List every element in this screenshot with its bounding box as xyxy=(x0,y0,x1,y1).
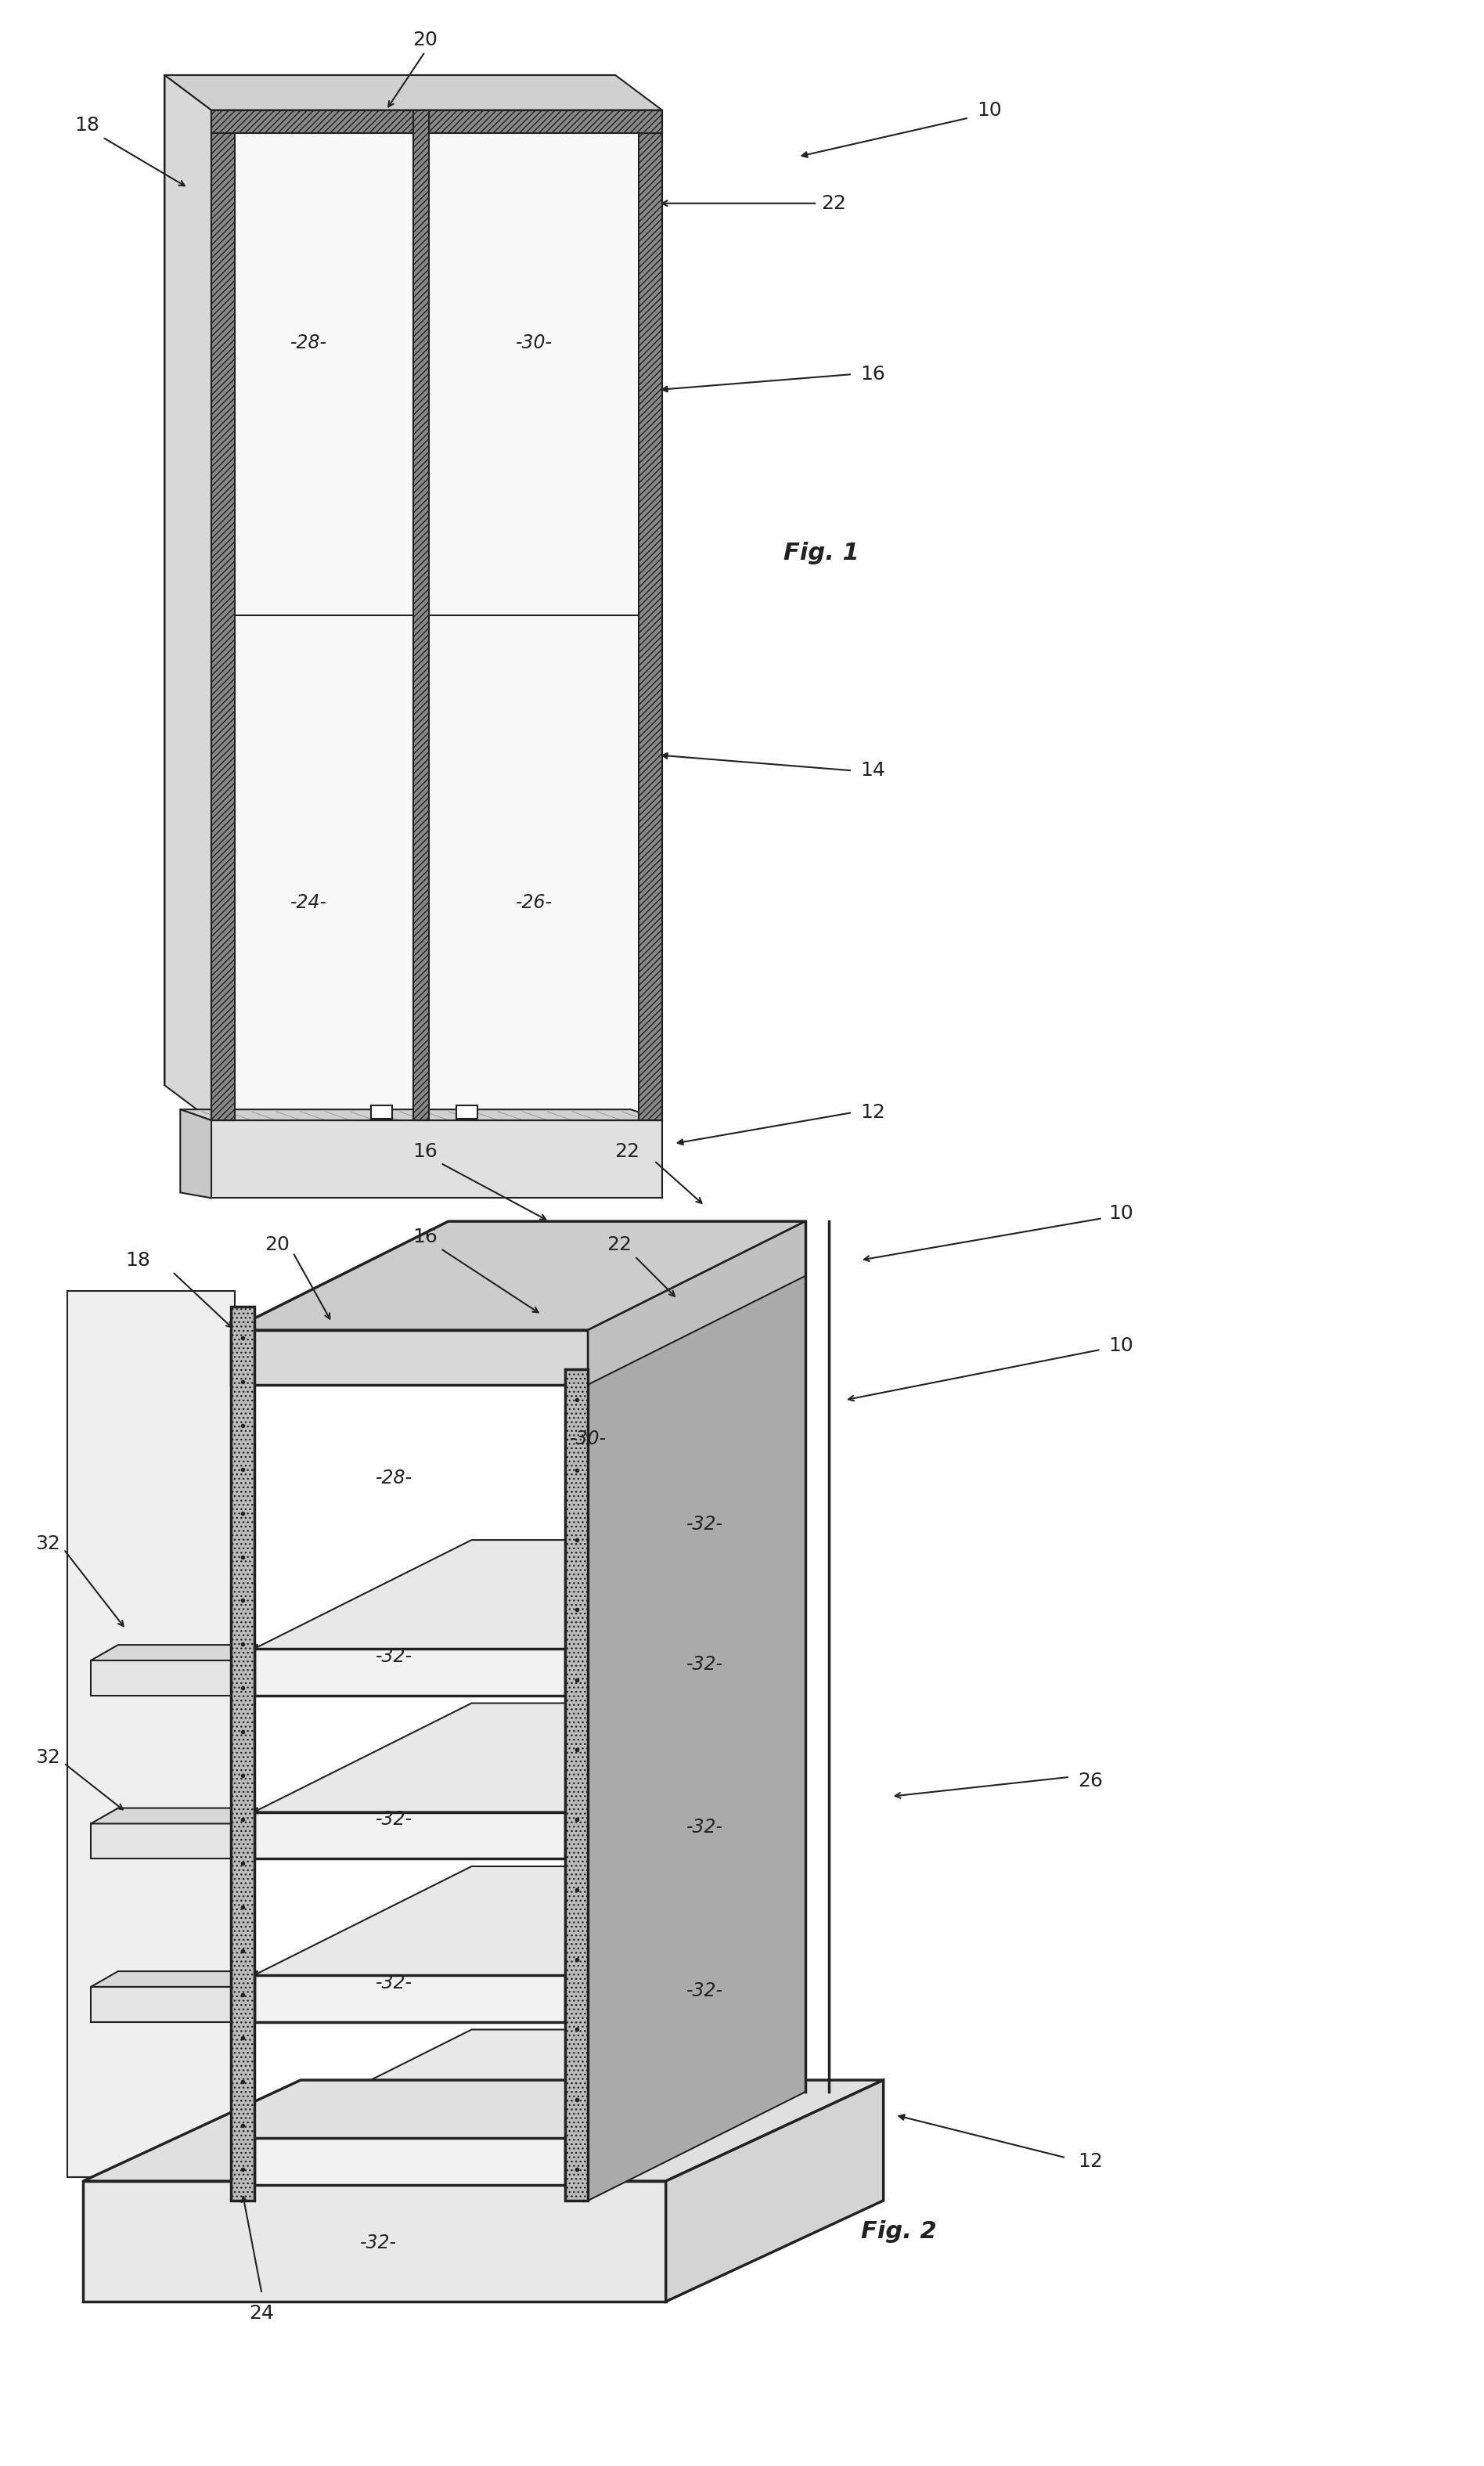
Text: 16: 16 xyxy=(413,1142,438,1161)
Polygon shape xyxy=(165,74,211,1120)
Text: 24: 24 xyxy=(249,2303,275,2323)
Polygon shape xyxy=(456,1105,478,1120)
Polygon shape xyxy=(91,1970,258,1988)
Polygon shape xyxy=(254,1704,782,1813)
Text: -32-: -32- xyxy=(686,1655,723,1674)
Polygon shape xyxy=(230,1307,254,2200)
Polygon shape xyxy=(165,74,662,111)
Polygon shape xyxy=(371,1105,392,1120)
Text: -32-: -32- xyxy=(375,1973,413,1993)
Text: 18: 18 xyxy=(74,116,99,136)
Text: 20: 20 xyxy=(413,30,438,49)
Text: 20: 20 xyxy=(266,1235,289,1255)
Polygon shape xyxy=(254,1539,782,1650)
Polygon shape xyxy=(588,1539,806,1697)
Polygon shape xyxy=(91,1825,230,1859)
Polygon shape xyxy=(254,1813,565,1859)
Text: Fig. 2: Fig. 2 xyxy=(861,2219,936,2244)
Text: 12: 12 xyxy=(861,1102,884,1122)
Polygon shape xyxy=(91,1988,230,2022)
Polygon shape xyxy=(588,1221,806,1383)
Polygon shape xyxy=(588,1704,806,1859)
Text: Fig. 1: Fig. 1 xyxy=(784,543,859,565)
Text: -30-: -30- xyxy=(570,1430,607,1448)
Polygon shape xyxy=(211,111,662,133)
Polygon shape xyxy=(254,2138,565,2185)
Polygon shape xyxy=(588,1704,806,1859)
Text: -26-: -26- xyxy=(515,893,552,912)
Polygon shape xyxy=(180,1110,662,1120)
Polygon shape xyxy=(588,1867,806,2022)
Text: 16: 16 xyxy=(861,365,884,385)
Polygon shape xyxy=(91,1660,230,1697)
Text: -30-: -30- xyxy=(515,333,552,353)
Text: -32-: -32- xyxy=(375,1810,413,1830)
Polygon shape xyxy=(254,2030,782,2138)
Text: 22: 22 xyxy=(614,1142,640,1161)
Text: -28-: -28- xyxy=(289,333,326,353)
Text: 32: 32 xyxy=(36,1748,61,1768)
Polygon shape xyxy=(565,1369,588,2200)
Polygon shape xyxy=(211,1120,662,1198)
Text: -32-: -32- xyxy=(686,1817,723,1837)
Polygon shape xyxy=(254,1650,565,1697)
Polygon shape xyxy=(414,111,429,1120)
Polygon shape xyxy=(588,2030,806,2185)
Polygon shape xyxy=(666,2079,883,2301)
Text: 18: 18 xyxy=(125,1250,150,1270)
Polygon shape xyxy=(91,1808,258,1825)
Polygon shape xyxy=(254,1975,565,2022)
Polygon shape xyxy=(83,2180,666,2301)
Polygon shape xyxy=(68,1292,234,2177)
Text: -32-: -32- xyxy=(686,1980,723,2000)
Text: -32-: -32- xyxy=(361,2234,396,2251)
Text: 32: 32 xyxy=(36,1534,61,1554)
Polygon shape xyxy=(230,1221,806,1329)
Polygon shape xyxy=(588,1260,806,2200)
Text: 10: 10 xyxy=(976,101,1002,118)
Polygon shape xyxy=(588,2030,806,2185)
Polygon shape xyxy=(211,111,662,1120)
Text: 22: 22 xyxy=(821,195,846,212)
Text: -24-: -24- xyxy=(289,893,326,912)
Text: -28-: -28- xyxy=(375,1467,413,1487)
Text: 10: 10 xyxy=(1109,1337,1134,1356)
Text: -32-: -32- xyxy=(686,1514,723,1534)
Text: -32-: -32- xyxy=(375,1647,413,1667)
Text: 14: 14 xyxy=(861,762,884,779)
Polygon shape xyxy=(83,2079,883,2180)
Polygon shape xyxy=(211,111,234,1120)
Polygon shape xyxy=(180,1110,211,1198)
Polygon shape xyxy=(588,1867,806,2022)
Polygon shape xyxy=(638,111,662,1120)
Polygon shape xyxy=(91,1645,258,1660)
Text: 26: 26 xyxy=(1077,1771,1103,1790)
Text: 22: 22 xyxy=(607,1235,632,1255)
Polygon shape xyxy=(230,1329,588,1383)
Polygon shape xyxy=(588,1539,806,1697)
Text: 10: 10 xyxy=(1109,1203,1134,1223)
Polygon shape xyxy=(254,1867,782,1975)
Text: 16: 16 xyxy=(413,1228,438,1245)
Text: 12: 12 xyxy=(1077,2153,1103,2170)
